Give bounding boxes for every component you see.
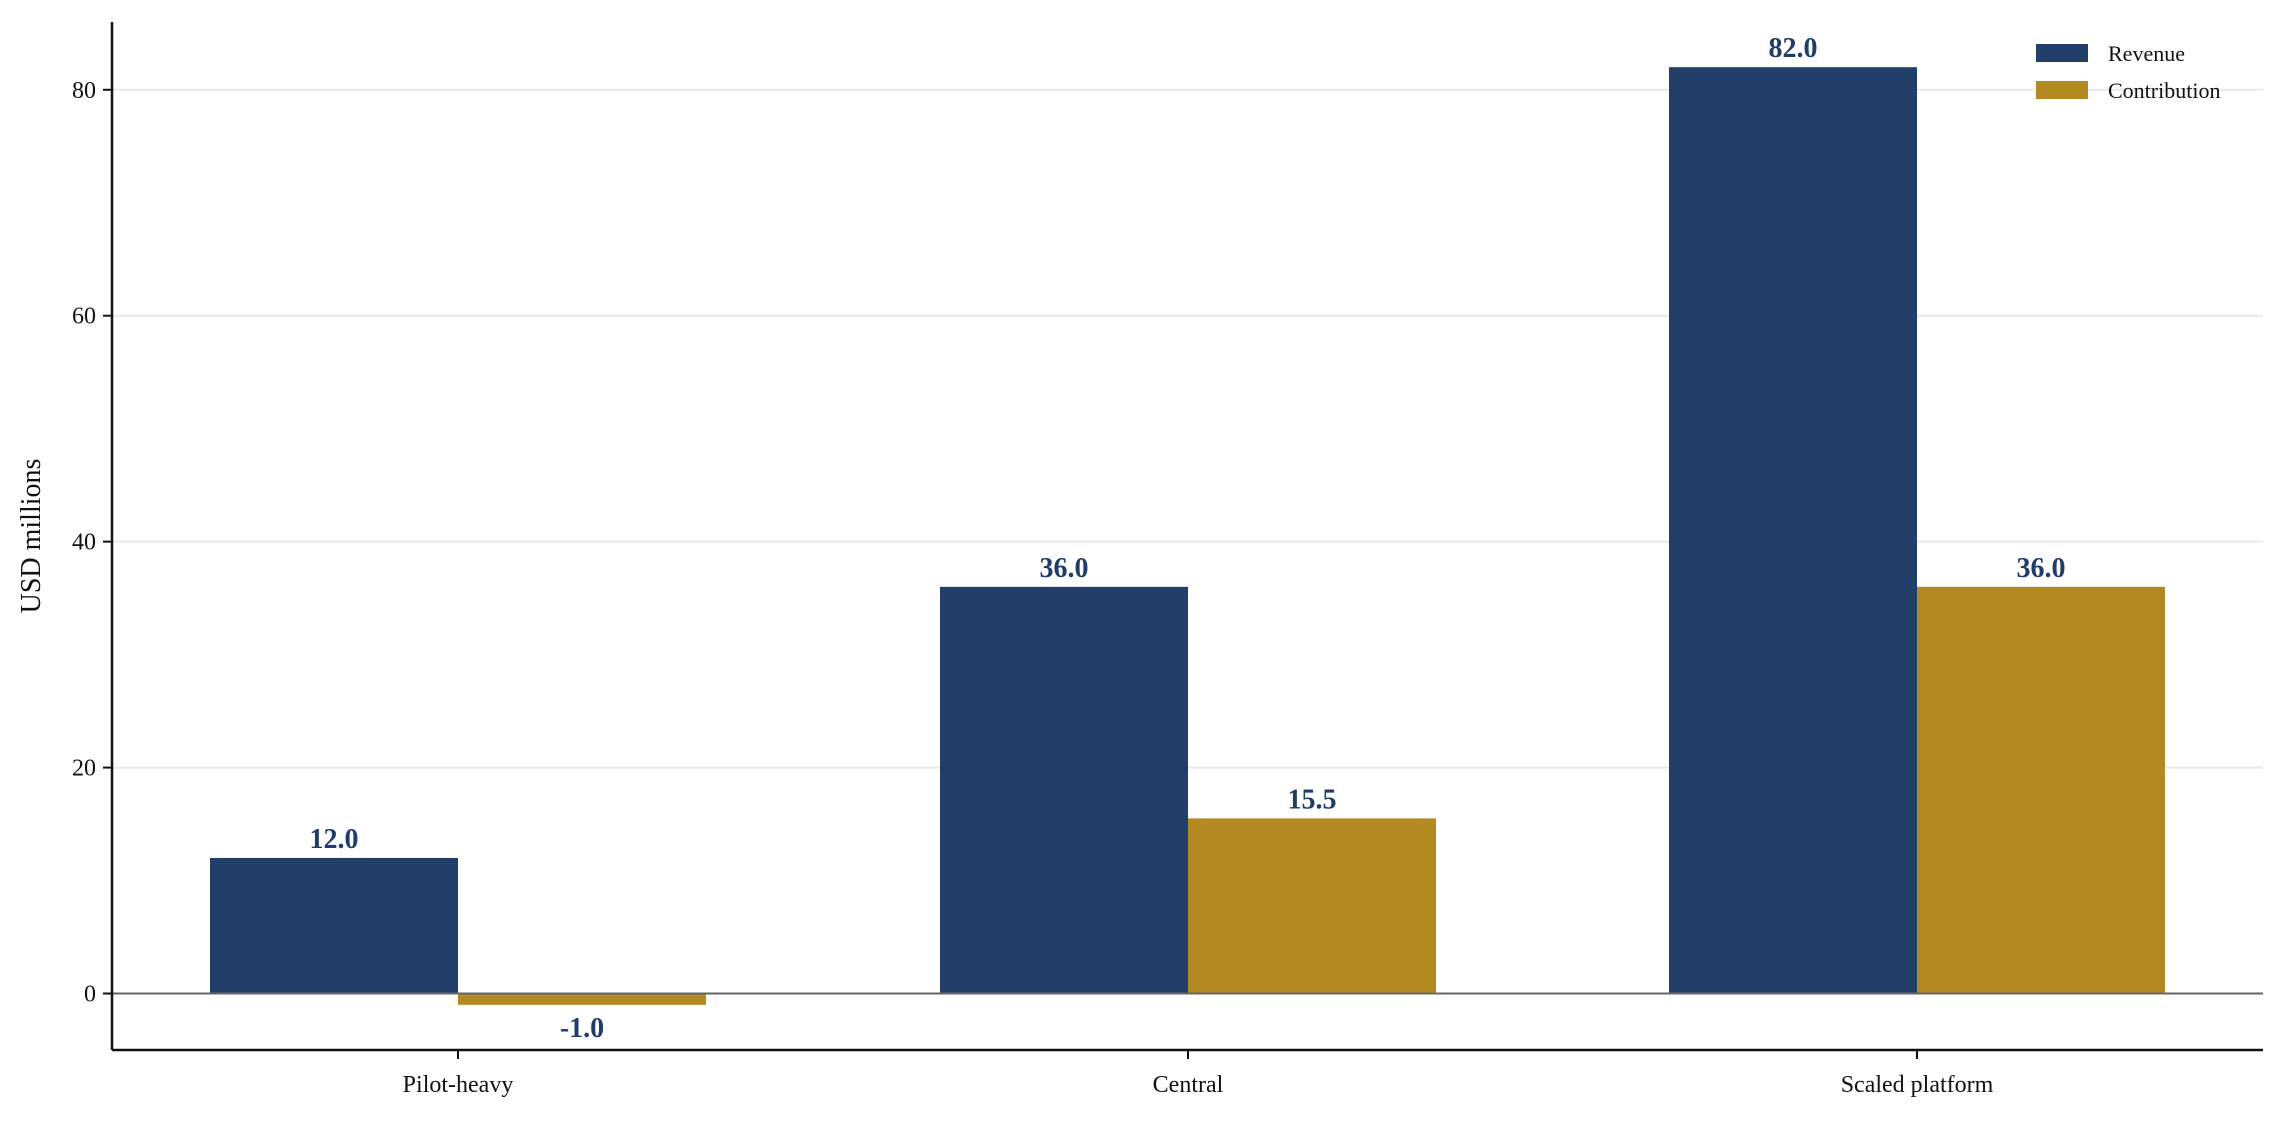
legend-swatch-revenue (2036, 44, 2088, 62)
bar-contribution-0 (458, 993, 706, 1005)
bar-revenue-2 (1669, 67, 1917, 994)
bar-contribution-1 (1188, 818, 1436, 994)
legend-label-contribution: Contribution (2108, 78, 2220, 103)
y-tick-label: 20 (72, 756, 96, 782)
legend: Revenue Contribution (2036, 41, 2220, 103)
y-axis-label: USD millions (16, 459, 47, 614)
data-label: 36.0 (2017, 553, 2066, 584)
y-tick-label: 0 (84, 982, 96, 1008)
legend-label-revenue: Revenue (2108, 41, 2185, 66)
y-tick-label: 80 (72, 78, 96, 104)
data-label: 15.5 (1288, 784, 1337, 815)
x-tick-label: Central (1153, 1072, 1224, 1098)
data-label: -1.0 (560, 1013, 604, 1044)
y-tick-label: 40 (72, 530, 96, 556)
x-tick-label: Pilot-heavy (403, 1072, 514, 1098)
x-tick-label: Scaled platform (1841, 1072, 1994, 1098)
bars (210, 67, 2165, 1005)
data-label: 12.0 (310, 824, 359, 855)
y-tick-label: 60 (72, 304, 96, 330)
data-label: 36.0 (1040, 553, 1089, 584)
axes: 0 20 40 60 80 Pilot-heavy Central Scaled platfo… (72, 22, 2263, 1098)
bar-contribution-2 (1917, 586, 2165, 994)
bar-revenue-1 (940, 586, 1188, 994)
bar-revenue-0 (210, 857, 458, 994)
legend-swatch-contribution (2036, 81, 2088, 99)
data-labels: 12.0 36.0 82.0 -1.0 15.5 36.0 (310, 33, 2066, 1044)
data-label: 82.0 (1769, 33, 1818, 64)
